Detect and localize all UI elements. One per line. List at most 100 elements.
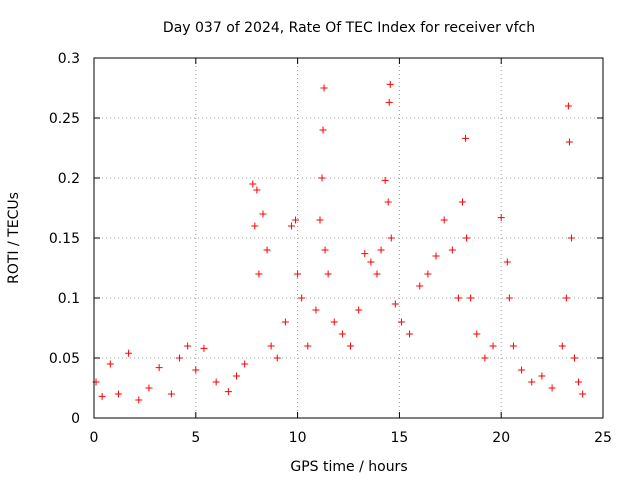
- data-point: [273, 354, 281, 362]
- data-point: [253, 186, 261, 194]
- data-point: [267, 342, 275, 350]
- data-point: [355, 306, 363, 314]
- data-point: [564, 102, 572, 110]
- data-point: [292, 216, 300, 224]
- data-point: [135, 396, 143, 404]
- data-point: [281, 318, 289, 326]
- data-point: [416, 282, 424, 290]
- data-point: [558, 342, 566, 350]
- data-point: [316, 216, 324, 224]
- data-point: [367, 258, 375, 266]
- data-point: [454, 294, 462, 302]
- data-point: [448, 246, 456, 254]
- data-point: [503, 258, 511, 266]
- data-point: [377, 246, 385, 254]
- data-point: [241, 360, 249, 368]
- data-point: [518, 366, 526, 374]
- data-point: [373, 270, 381, 278]
- data-point: [155, 364, 163, 372]
- data-point: [432, 252, 440, 260]
- data-point: [361, 250, 369, 258]
- data-point: [538, 372, 546, 380]
- data-point: [324, 270, 332, 278]
- data-point: [167, 390, 175, 398]
- y-tick-label: 0.05: [49, 351, 80, 367]
- y-tick-label: 0.3: [58, 51, 80, 67]
- data-point: [424, 270, 432, 278]
- data-point: [440, 216, 448, 224]
- grid-layer: [94, 58, 603, 418]
- data-point: [321, 246, 329, 254]
- data-point: [567, 234, 575, 242]
- data-point: [304, 342, 312, 350]
- data-point: [98, 392, 106, 400]
- data-point: [386, 80, 394, 88]
- data-point: [397, 318, 405, 326]
- x-tick-label: 5: [191, 430, 200, 446]
- y-tick-label: 0: [71, 411, 80, 427]
- tick-layer: 0 5 10 15 20 25 0 0.05 0.1 0.15 0.2 0.25 0.3: [49, 51, 612, 446]
- data-point: [473, 330, 481, 338]
- data-point: [263, 246, 271, 254]
- data-point: [575, 378, 583, 386]
- y-tick-label: 0.25: [49, 111, 80, 127]
- data-point: [381, 176, 389, 184]
- data-point: [319, 126, 327, 134]
- data-point: [548, 384, 556, 392]
- data-point: [233, 372, 241, 380]
- x-tick-label: 25: [594, 430, 612, 446]
- data-point: [528, 378, 536, 386]
- data-point: [114, 390, 122, 398]
- data-point: [224, 388, 232, 396]
- data-layer: [92, 80, 587, 404]
- data-point: [192, 366, 200, 374]
- data-point: [259, 210, 267, 218]
- data-point: [459, 198, 467, 206]
- data-point: [312, 306, 320, 314]
- data-point: [570, 354, 578, 362]
- data-point: [579, 390, 587, 398]
- data-point: [249, 180, 257, 188]
- x-tick-label: 10: [289, 430, 307, 446]
- data-point: [184, 342, 192, 350]
- y-tick-label: 0.15: [49, 231, 80, 247]
- data-point: [562, 294, 570, 302]
- x-tick-label: 15: [390, 430, 408, 446]
- data-point: [505, 294, 513, 302]
- data-point: [509, 342, 517, 350]
- data-point: [287, 222, 295, 230]
- chart-title: Day 037 of 2024, Rate Of TEC Index for r…: [163, 20, 535, 36]
- data-point: [481, 354, 489, 362]
- data-point: [467, 294, 475, 302]
- data-point: [106, 360, 114, 368]
- y-tick-label: 0.1: [58, 291, 80, 307]
- x-axis-label: GPS time / hours: [290, 459, 407, 475]
- data-point: [406, 330, 414, 338]
- data-point: [145, 384, 153, 392]
- data-point: [385, 98, 393, 106]
- data-point: [463, 234, 471, 242]
- data-point: [384, 198, 392, 206]
- data-point: [565, 138, 573, 146]
- data-point: [294, 270, 302, 278]
- data-point: [489, 342, 497, 350]
- data-point: [497, 214, 505, 222]
- data-point: [387, 234, 395, 242]
- data-point: [318, 174, 326, 182]
- y-axis-label: ROTI / TECUs: [6, 192, 22, 284]
- x-tick-label: 0: [90, 430, 99, 446]
- data-point: [125, 349, 133, 357]
- data-point: [176, 354, 184, 362]
- data-point: [462, 134, 470, 142]
- data-point: [200, 344, 208, 352]
- data-point: [347, 342, 355, 350]
- data-point: [298, 294, 306, 302]
- data-point: [338, 330, 346, 338]
- data-point: [255, 270, 263, 278]
- data-point: [330, 318, 338, 326]
- data-point: [320, 84, 328, 92]
- data-point: [391, 300, 399, 308]
- x-tick-label: 20: [492, 430, 510, 446]
